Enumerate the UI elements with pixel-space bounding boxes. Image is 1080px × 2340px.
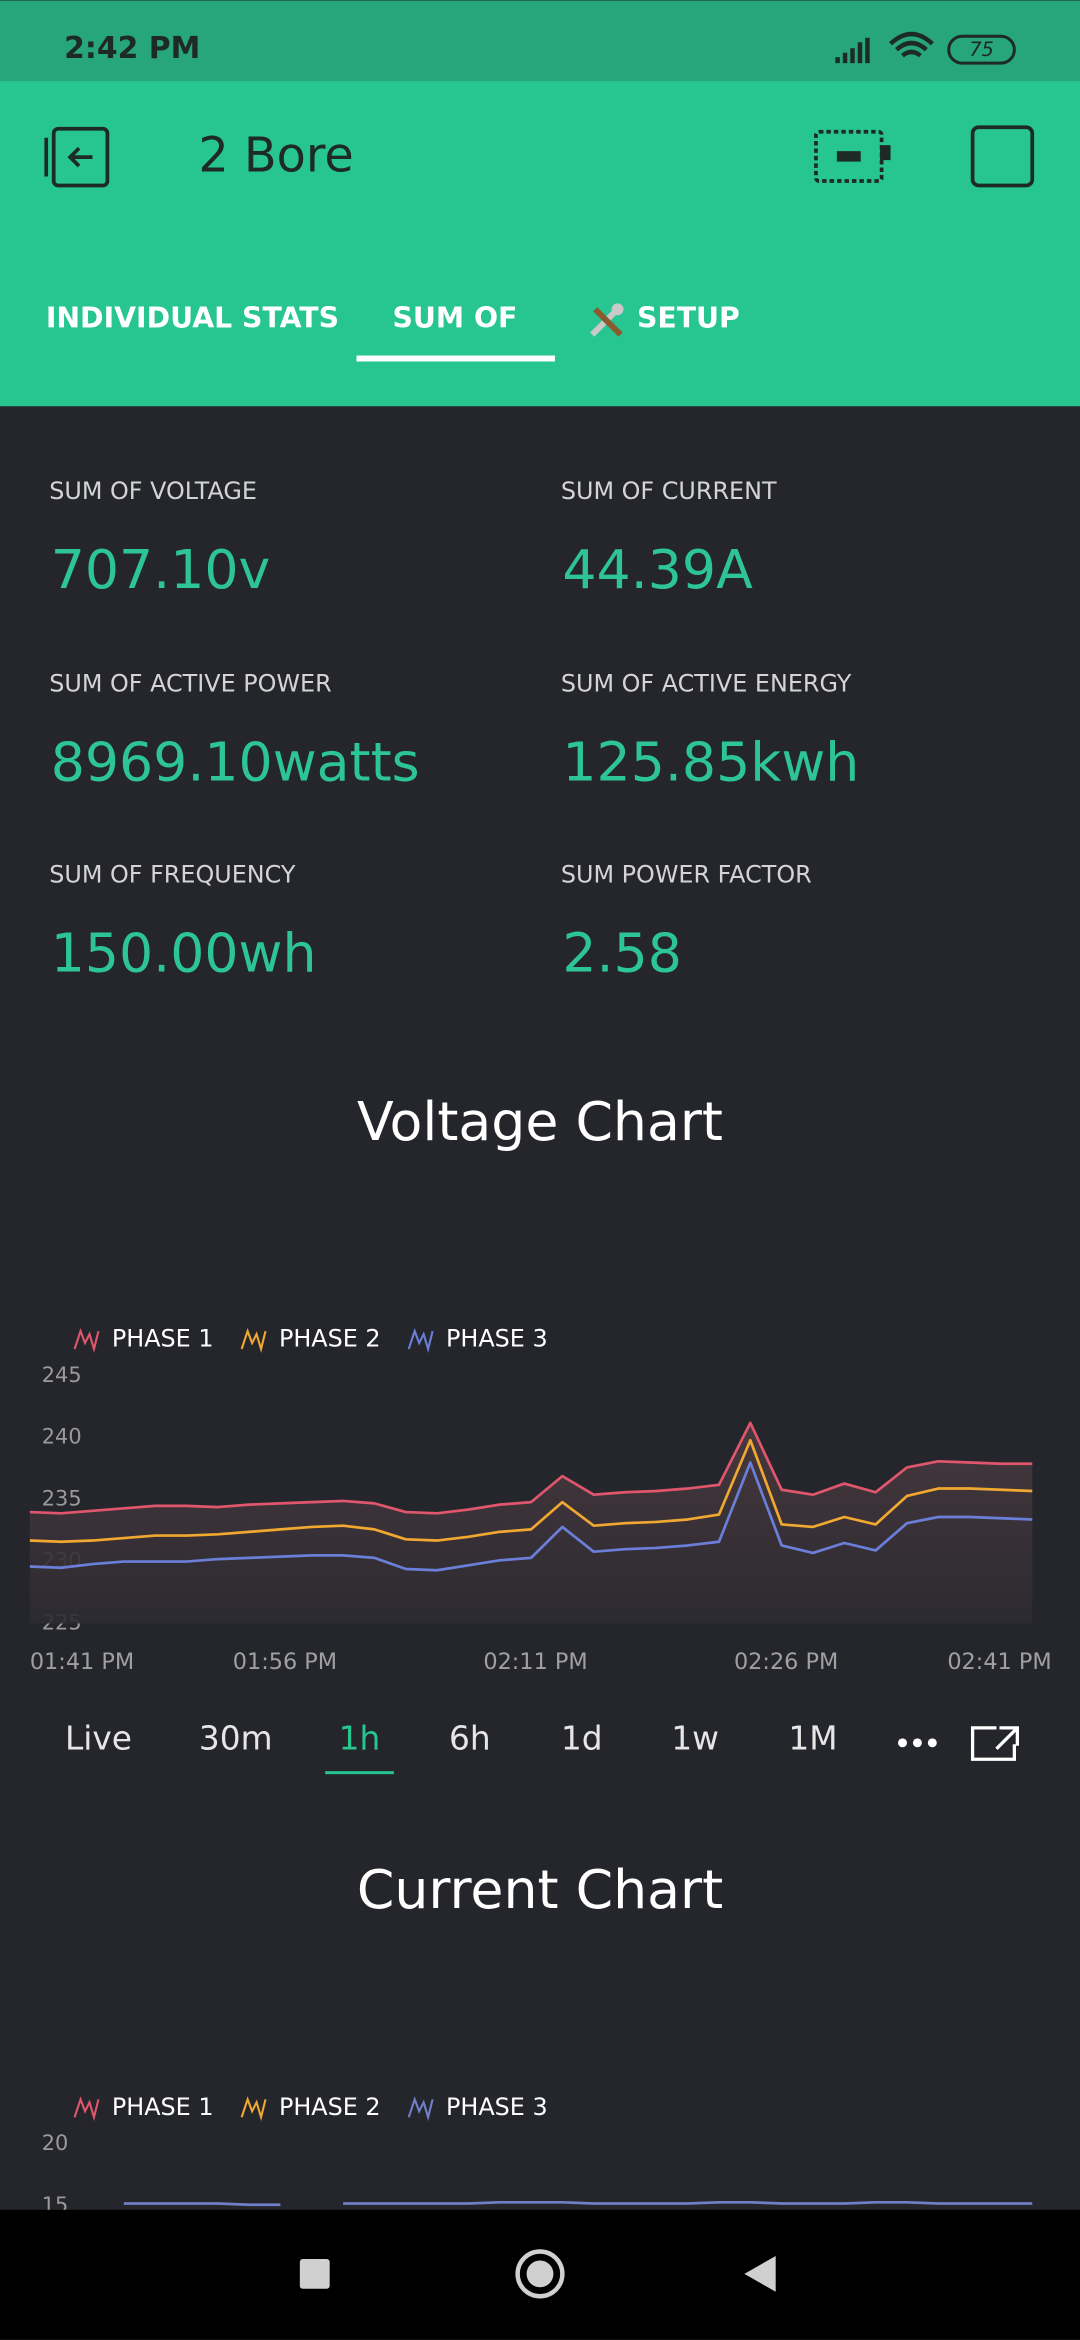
tab[interactable]: INDIVIDUAL STATS — [46, 302, 339, 335]
chart-title: Voltage Chart — [357, 1090, 723, 1153]
range-indicator — [325, 1771, 394, 1775]
y-tick-label: 245 — [42, 1363, 82, 1387]
x-tick-label: 01:41 PM — [30, 1649, 134, 1675]
tab[interactable]: SETUP — [637, 302, 740, 335]
range-button[interactable]: 1d — [561, 1719, 603, 1757]
x-tick-label: 02:26 PM — [734, 1649, 838, 1675]
recents-button[interactable] — [299, 2258, 330, 2289]
y-tick-label: 15 — [42, 2193, 69, 2217]
status-bar — [0, 0, 1080, 82]
legend-label: PHASE 2 — [279, 1325, 381, 1353]
stat-value: 2.58 — [562, 921, 682, 984]
series-line — [29, 1438, 1033, 1544]
wifi-icon — [889, 31, 934, 58]
signal-icon — [835, 37, 870, 64]
x-tick-label: 02:11 PM — [483, 1649, 587, 1675]
export-button[interactable] — [970, 1726, 1019, 1761]
stat-label: SUM OF FREQUENCY — [49, 861, 296, 889]
chart-area — [29, 1422, 1033, 1624]
stat-value: 125.85kwh — [562, 730, 859, 793]
x-tick-label: 01:56 PM — [233, 1649, 337, 1675]
series-line — [29, 1421, 1033, 1515]
legend-label: PHASE 3 — [446, 1325, 548, 1353]
stat-value: 707.10v — [51, 538, 271, 601]
series-line — [29, 1461, 1033, 1572]
stat-label: SUM OF ACTIVE ENERGY — [561, 670, 852, 698]
app-header — [0, 81, 1080, 407]
battery-level: 75 — [969, 38, 994, 61]
legend-label: PHASE 2 — [279, 2093, 381, 2121]
stat-value: 150.00wh — [51, 921, 317, 984]
y-tick-label: 240 — [42, 1425, 82, 1449]
stat-label: SUM OF CURRENT — [561, 477, 777, 505]
range-button[interactable]: 1w — [671, 1719, 719, 1757]
stat-label: SUM OF ACTIVE POWER — [49, 670, 331, 698]
legend-label: PHASE 3 — [446, 2093, 548, 2121]
more-button[interactable] — [898, 1738, 937, 1748]
stat-label: SUM OF VOLTAGE — [49, 477, 257, 505]
back-button[interactable] — [44, 126, 110, 188]
legend-icon — [73, 2096, 100, 2122]
range-button[interactable]: Live — [65, 1719, 132, 1757]
back-nav-button[interactable] — [744, 2255, 776, 2292]
tab-active[interactable]: SUM OF — [393, 302, 518, 335]
home-button[interactable] — [515, 2249, 565, 2299]
legend-label: PHASE 1 — [112, 2093, 214, 2121]
range-button[interactable]: 1M — [788, 1719, 837, 1757]
legend-label: PHASE 1 — [112, 1325, 214, 1353]
stat-value: 44.39A — [562, 538, 753, 601]
header-title: 2 Bore — [198, 129, 353, 184]
tab-indicator — [356, 355, 555, 362]
range-button[interactable]: 6h — [449, 1719, 491, 1757]
x-tick-label: 02:41 PM — [947, 1649, 1051, 1675]
legend-icon — [240, 1327, 267, 1353]
menu-button[interactable] — [970, 125, 1035, 188]
setup-icon — [590, 303, 624, 337]
stat-value: 8969.10watts — [51, 730, 420, 793]
legend-icon — [240, 2096, 267, 2122]
range-button[interactable]: 30m — [199, 1719, 273, 1757]
y-tick-label: 20 — [42, 2131, 69, 2155]
series-line — [123, 2200, 1033, 2207]
legend-icon — [407, 2096, 434, 2122]
status-time: 2:42 PM — [64, 31, 200, 66]
stat-label: SUM POWER FACTOR — [561, 861, 812, 889]
device-button[interactable] — [814, 129, 891, 183]
y-tick-label: 235 — [42, 1487, 82, 1511]
legend-icon — [73, 1327, 100, 1353]
chart-title: Current Chart — [357, 1858, 723, 1921]
battery-icon — [947, 34, 1016, 65]
range-button[interactable]: 1h — [339, 1719, 381, 1757]
legend-icon — [407, 1327, 434, 1353]
